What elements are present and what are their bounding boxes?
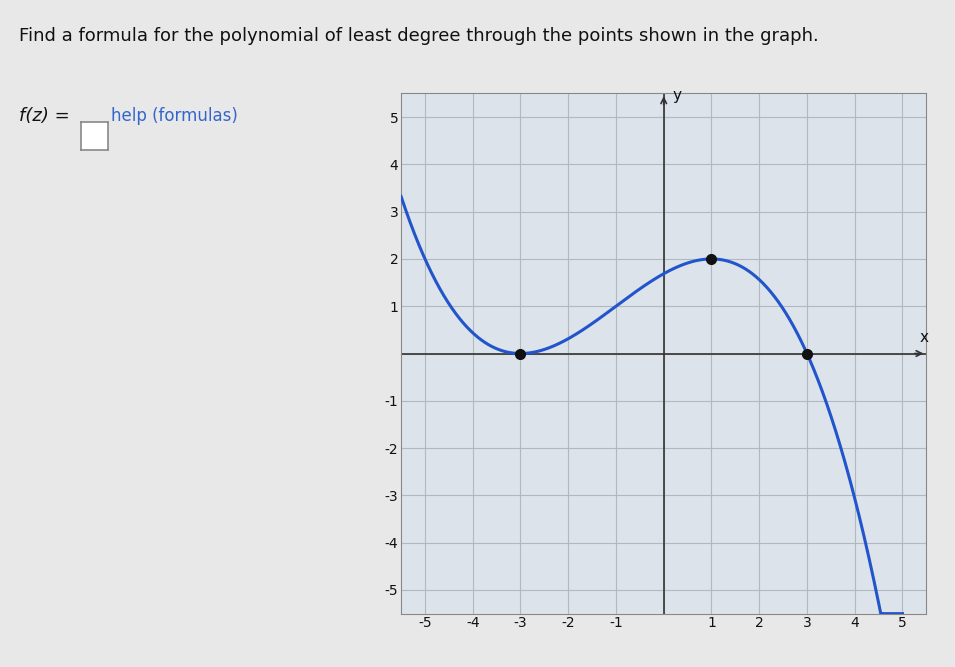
Text: x: x [920,330,928,345]
Text: y: y [672,88,681,103]
Text: f(z) =: f(z) = [19,107,70,125]
Text: help (formulas): help (formulas) [111,107,238,125]
Text: Find a formula for the polynomial of least degree through the points shown in th: Find a formula for the polynomial of lea… [19,27,818,45]
